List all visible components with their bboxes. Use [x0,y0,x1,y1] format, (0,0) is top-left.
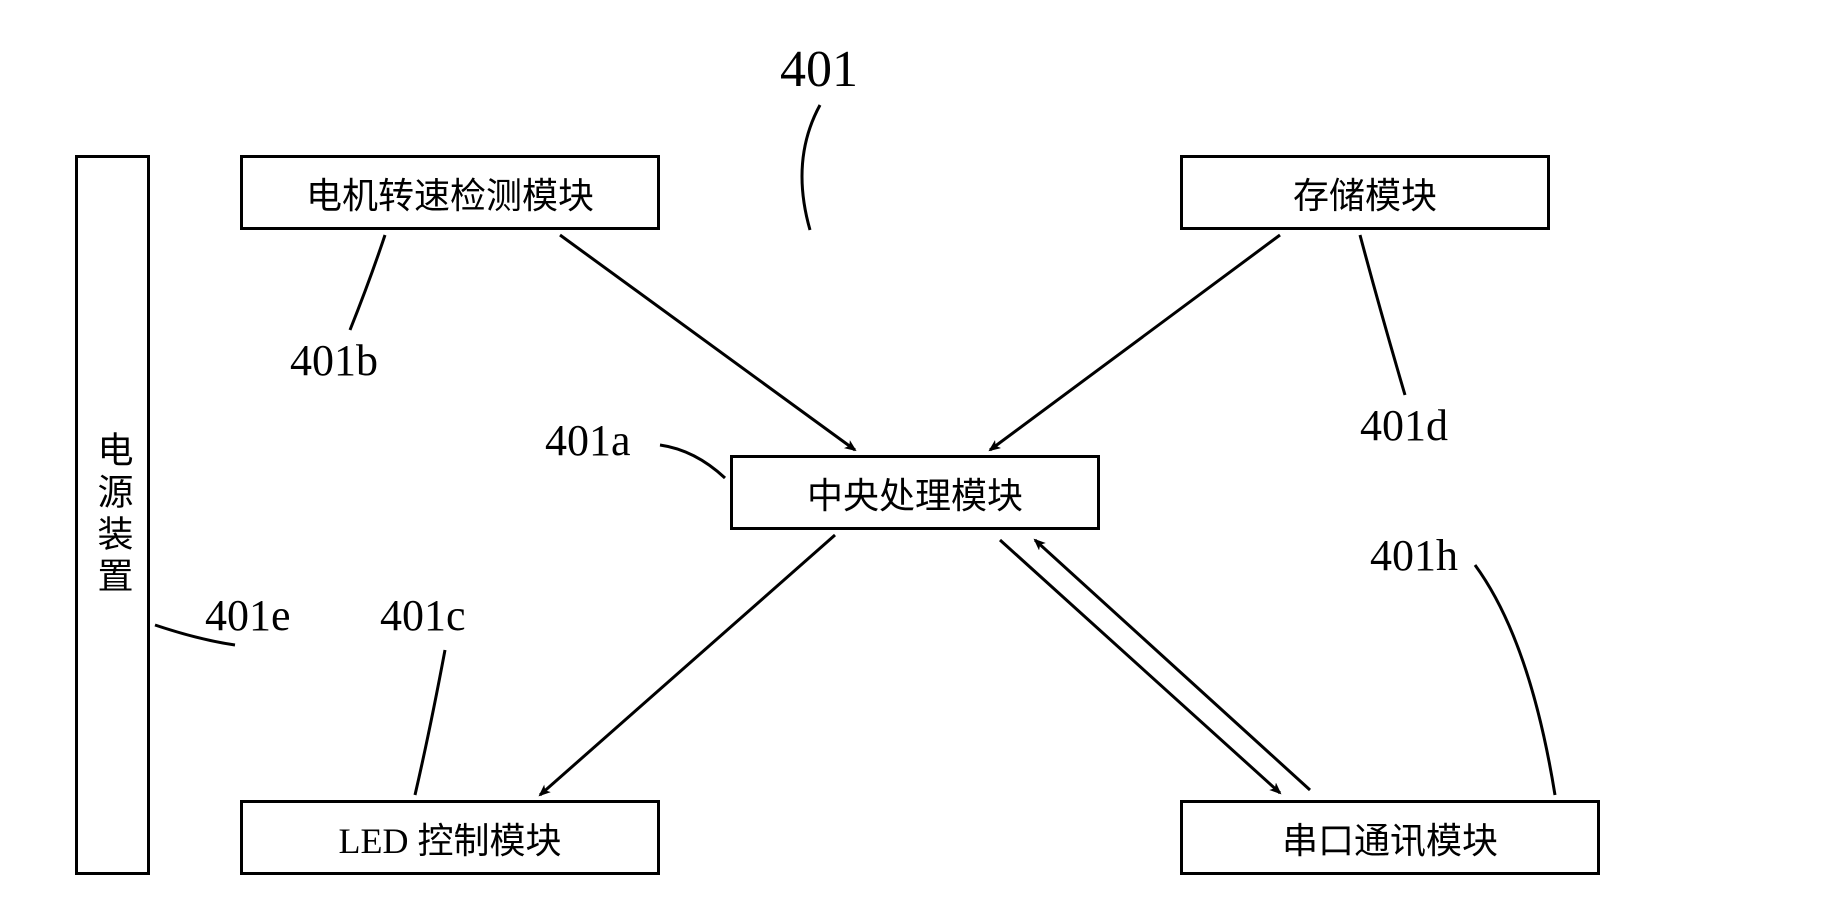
label-cpu-text: 401a [545,416,631,465]
label-storage-text: 401d [1360,401,1448,450]
box-cpu-label: 中央处理模块 [807,467,1023,519]
label-cpu: 401a [545,415,631,466]
leader-cpu [660,445,725,478]
box-power: 电源装置 [75,155,150,875]
leader-storage [1360,235,1405,395]
box-storage-label: 存储模块 [1293,167,1437,219]
label-main-text: 401 [780,41,858,98]
leader-serial [1475,565,1555,795]
box-serial: 串口通讯模块 [1180,800,1600,875]
label-led-text: 401c [380,591,466,640]
diagram-canvas: 电源装置 电机转速检测模块 存储模块 中央处理模块 LED 控制模块 串口通讯模… [0,0,1825,905]
box-led-label: LED 控制模块 [339,812,562,864]
arrow-serial-cpu [1035,540,1310,790]
label-serial-text: 401h [1370,531,1458,580]
label-led: 401c [380,590,466,641]
box-cpu: 中央处理模块 [730,455,1100,530]
box-speed-label: 电机转速检测模块 [306,167,594,219]
box-storage: 存储模块 [1180,155,1550,230]
label-storage: 401d [1360,400,1448,451]
label-power-text: 401e [205,591,291,640]
arrow-storage-cpu [990,235,1280,450]
arrow-cpu-led [540,535,835,795]
label-serial: 401h [1370,530,1458,581]
box-power-label: 电源装置 [87,431,139,599]
box-serial-label: 串口通讯模块 [1282,812,1498,864]
arrow-cpu-serial [1000,540,1280,793]
leader-speed [350,235,385,330]
label-power: 401e [205,590,291,641]
label-speed: 401b [290,335,378,386]
label-main: 401 [780,40,858,99]
leader-led [415,650,445,795]
box-led: LED 控制模块 [240,800,660,875]
label-speed-text: 401b [290,336,378,385]
box-speed: 电机转速检测模块 [240,155,660,230]
leader-main [802,105,820,230]
arrows-overlay [0,0,1825,905]
